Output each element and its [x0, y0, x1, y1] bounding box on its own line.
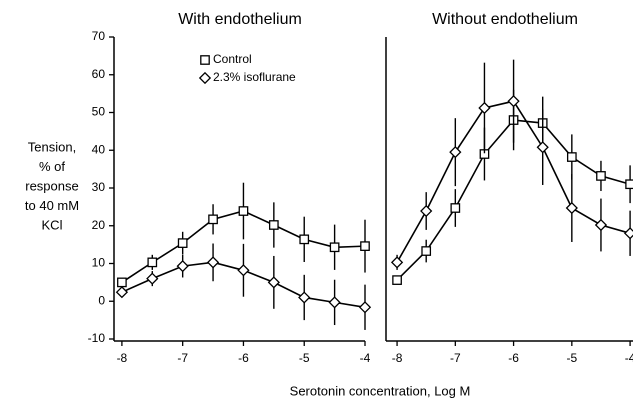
x-tick-label: -5 — [299, 351, 310, 365]
data-point — [146, 272, 159, 285]
data-point — [596, 171, 606, 181]
panel-title: Without endothelium — [432, 11, 578, 28]
data-point — [536, 141, 549, 154]
data-point — [390, 256, 404, 269]
data-point — [177, 238, 188, 248]
data-point — [594, 218, 608, 232]
x-tick-label: -5 — [566, 351, 577, 365]
y-axis-label: response — [25, 178, 78, 193]
data-point — [565, 201, 578, 215]
y-tick-label: 60 — [92, 67, 106, 81]
data-point — [268, 220, 279, 230]
data-point — [267, 276, 280, 289]
data-point — [566, 152, 577, 162]
x-tick-label: -7 — [450, 351, 461, 365]
data-point — [360, 241, 370, 251]
x-tick-label: -4 — [625, 351, 633, 365]
data-point — [206, 256, 220, 269]
data-point — [299, 234, 310, 245]
y-tick-label: 40 — [92, 142, 106, 156]
y-axis-label: % of — [39, 159, 65, 174]
x-tick-label: -4 — [360, 351, 371, 365]
legend-marker — [198, 71, 212, 85]
x-axis-label: Serotonin concentration, Log M — [290, 383, 471, 398]
data-point — [298, 291, 311, 304]
data-point — [450, 203, 461, 213]
y-tick-label: 30 — [92, 180, 106, 194]
data-point — [117, 277, 127, 288]
data-point — [176, 260, 189, 273]
y-tick-label: 10 — [92, 256, 106, 270]
y-tick-label: 50 — [92, 105, 106, 119]
panel-title: With endothelium — [178, 11, 302, 28]
y-tick-label: 0 — [98, 293, 105, 307]
data-point — [358, 301, 372, 314]
data-point — [328, 296, 341, 309]
data-point — [421, 246, 432, 256]
y-tick-label: 70 — [92, 29, 106, 43]
data-point — [420, 204, 433, 218]
legend-label: Control — [213, 52, 252, 66]
data-point — [449, 146, 462, 159]
data-point — [623, 227, 633, 240]
data-point — [392, 275, 402, 285]
data-point — [625, 179, 633, 190]
x-tick-label: -8 — [117, 351, 128, 365]
data-point — [208, 214, 218, 225]
x-tick-label: -6 — [238, 351, 249, 365]
data-point — [238, 206, 249, 216]
data-point — [237, 264, 250, 277]
legend-label: 2.3% isoflurane — [213, 70, 296, 84]
data-point — [115, 286, 129, 299]
data-point — [478, 101, 491, 115]
y-axis-label: to 40 mM — [25, 198, 79, 213]
y-axis-label: KCl — [42, 217, 63, 232]
data-point — [147, 257, 158, 268]
y-tick-label: -10 — [88, 331, 106, 345]
y-axis-label: Tension, — [28, 139, 76, 154]
y-tick-label: 20 — [92, 218, 106, 232]
legend-marker — [200, 55, 210, 65]
x-tick-label: -7 — [177, 351, 188, 365]
data-point — [329, 242, 340, 253]
data-point — [507, 95, 520, 108]
x-tick-label: -8 — [392, 351, 403, 365]
x-tick-label: -6 — [508, 351, 519, 365]
